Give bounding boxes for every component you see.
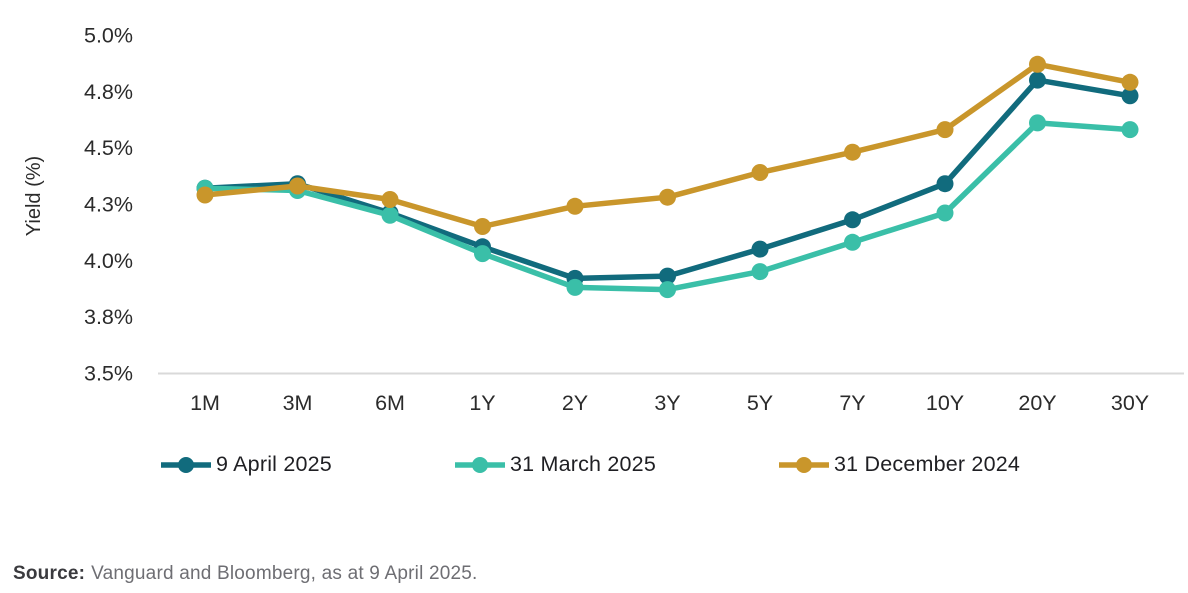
data-point-marker xyxy=(1121,73,1139,91)
data-point-marker xyxy=(936,204,954,222)
source-note: Source: Vanguard and Bloomberg, as at 9 A… xyxy=(13,563,478,585)
source-label: Source: xyxy=(13,563,86,584)
data-point-marker xyxy=(1029,55,1046,73)
data-point-marker xyxy=(844,143,861,161)
source-text: Vanguard and Bloomberg, as at 9 April 20… xyxy=(91,563,478,584)
data-point-marker xyxy=(751,240,769,258)
x-tick-label: 3M xyxy=(283,391,313,415)
legend-dot-icon xyxy=(178,456,194,473)
x-tick-label: 10Y xyxy=(926,391,964,415)
x-tick-label: 1M xyxy=(190,391,220,415)
legend-item-31-december-2024: 31 December 2024 xyxy=(778,452,1020,477)
data-point-marker xyxy=(659,188,676,206)
y-axis-title: Yield (%) xyxy=(23,156,45,236)
data-point-marker xyxy=(474,218,491,235)
data-point-marker xyxy=(381,206,399,224)
data-point-marker xyxy=(196,186,214,204)
y-tick-label: 3.5% xyxy=(84,362,133,386)
data-point-marker xyxy=(659,267,676,285)
data-point-marker xyxy=(474,245,491,263)
legend-label: 9 April 2025 xyxy=(216,452,332,476)
x-tick-label: 1Y xyxy=(469,391,495,415)
data-point-marker xyxy=(381,191,399,208)
data-point-marker xyxy=(659,281,676,299)
legend-item-9-april-2025: 9 April 2025 xyxy=(160,452,332,477)
x-tick-label: 30Y xyxy=(1111,391,1149,415)
data-point-marker xyxy=(1121,87,1139,105)
data-point-marker xyxy=(936,121,954,139)
legend-label: 31 December 2024 xyxy=(834,452,1021,476)
y-tick-label: 4.3% xyxy=(84,193,133,217)
x-tick-label: 3Y xyxy=(654,391,680,415)
data-point-marker xyxy=(751,164,769,181)
legend-key-icon xyxy=(161,456,211,473)
legend-item-31-march-2025: 31 March 2025 xyxy=(454,452,656,477)
data-point-marker xyxy=(566,197,584,215)
data-point-marker xyxy=(844,211,861,229)
data-point-marker xyxy=(289,177,306,195)
legend-dot-icon xyxy=(796,456,812,473)
x-tick-label: 6M xyxy=(375,391,405,415)
y-tick-label: 4.8% xyxy=(84,80,133,104)
data-point-marker xyxy=(566,278,584,296)
y-tick-label: 5.0% xyxy=(84,24,133,48)
x-tick-label: 20Y xyxy=(1018,391,1056,415)
legend-key-icon xyxy=(779,456,829,473)
series-line xyxy=(202,120,1133,293)
legend-key-icon xyxy=(454,456,505,473)
data-point-marker xyxy=(936,175,954,193)
y-tick-label: 3.8% xyxy=(84,305,133,329)
data-point-marker xyxy=(844,233,861,251)
legend-label: 31 March 2025 xyxy=(509,452,656,476)
legend-dot-icon xyxy=(471,456,488,473)
x-tick-label: 7Y xyxy=(839,391,865,415)
y-tick-label: 4.5% xyxy=(84,136,133,160)
y-tick-label: 4.0% xyxy=(84,249,133,273)
data-point-marker xyxy=(1029,114,1046,132)
data-point-marker xyxy=(1029,71,1046,89)
chart-legend: 9 April 2025 31 March 2025 31 December 2… xyxy=(160,452,1020,477)
x-tick-label: 2Y xyxy=(562,391,588,415)
data-point-marker xyxy=(751,263,769,281)
data-point-marker xyxy=(1121,121,1139,139)
series-line xyxy=(202,77,1133,282)
yield-curve-chart: 3.5% 3.8% 4.0% 4.3% 4.5% 4.8% 5.0% Yield (%) 1M 3… xyxy=(23,24,1184,415)
x-tick-label: 5Y xyxy=(747,391,773,415)
